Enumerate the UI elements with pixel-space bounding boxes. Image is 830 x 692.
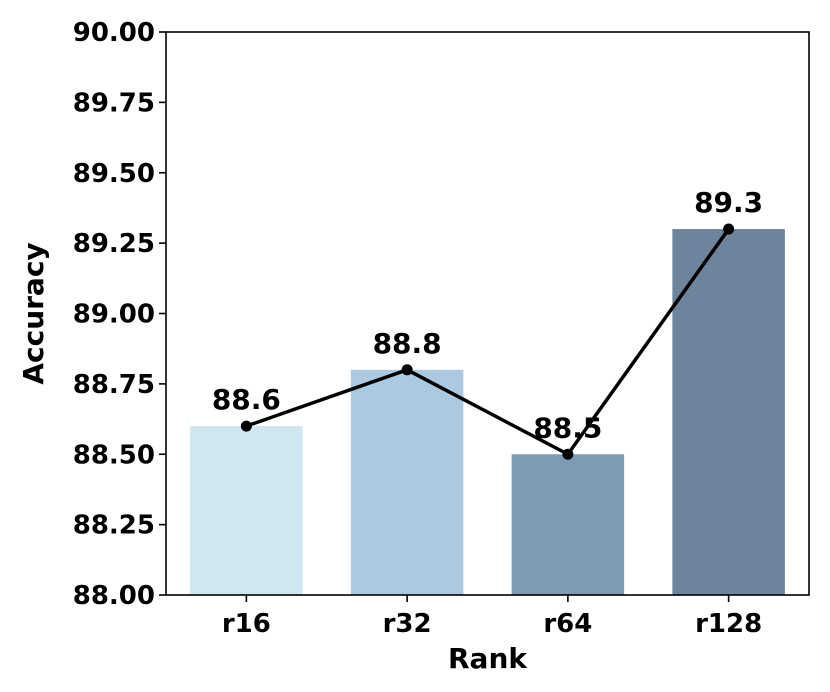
- x-tick-label-r16: r16: [222, 609, 271, 639]
- y-tick-label: 89.25: [73, 229, 155, 259]
- bar-r32: [350, 369, 464, 595]
- y-tick-label: 88.25: [73, 511, 155, 541]
- x-tick-label-r64: r64: [543, 609, 592, 639]
- y-tick-label: 89.75: [73, 88, 155, 118]
- series-line: [245, 228, 731, 456]
- data-label-r32: 88.8: [373, 327, 442, 360]
- point-r16: [240, 420, 252, 432]
- data-labels-layer: 88.6 88.8 88.5 89.3: [212, 186, 763, 444]
- x-axis-title: Rank: [448, 642, 528, 675]
- y-axis: 88.00 88.25 88.50 88.75 89.00 89.25 89.50 89.75…: [73, 18, 166, 611]
- point-r64: [562, 448, 574, 460]
- line-layer: [240, 223, 735, 460]
- y-tick-label: 89.00: [73, 300, 155, 330]
- y-tick-label: 88.00: [73, 581, 155, 611]
- data-label-r64: 88.5: [533, 411, 602, 444]
- y-tick-label: 89.50: [73, 159, 155, 189]
- y-tick-label: 90.00: [73, 18, 155, 48]
- plot-frame: [165, 31, 810, 596]
- bar-r16: [190, 426, 303, 595]
- point-r32: [401, 364, 413, 376]
- bar-r128: [672, 229, 785, 596]
- data-label-r16: 88.6: [212, 383, 281, 416]
- y-axis-title: Accuracy: [17, 242, 50, 384]
- y-tick-label: 88.50: [73, 440, 155, 470]
- point-r128: [723, 223, 735, 235]
- bar-r64: [511, 454, 625, 595]
- x-tick-label-r32: r32: [383, 609, 432, 639]
- y-tick-label: 88.75: [73, 370, 155, 400]
- x-tick-label-r128: r128: [695, 609, 762, 639]
- x-axis: r16 r32 r64 r128: [222, 595, 762, 639]
- bars-layer: [190, 229, 785, 596]
- data-label-r128: 89.3: [694, 186, 763, 219]
